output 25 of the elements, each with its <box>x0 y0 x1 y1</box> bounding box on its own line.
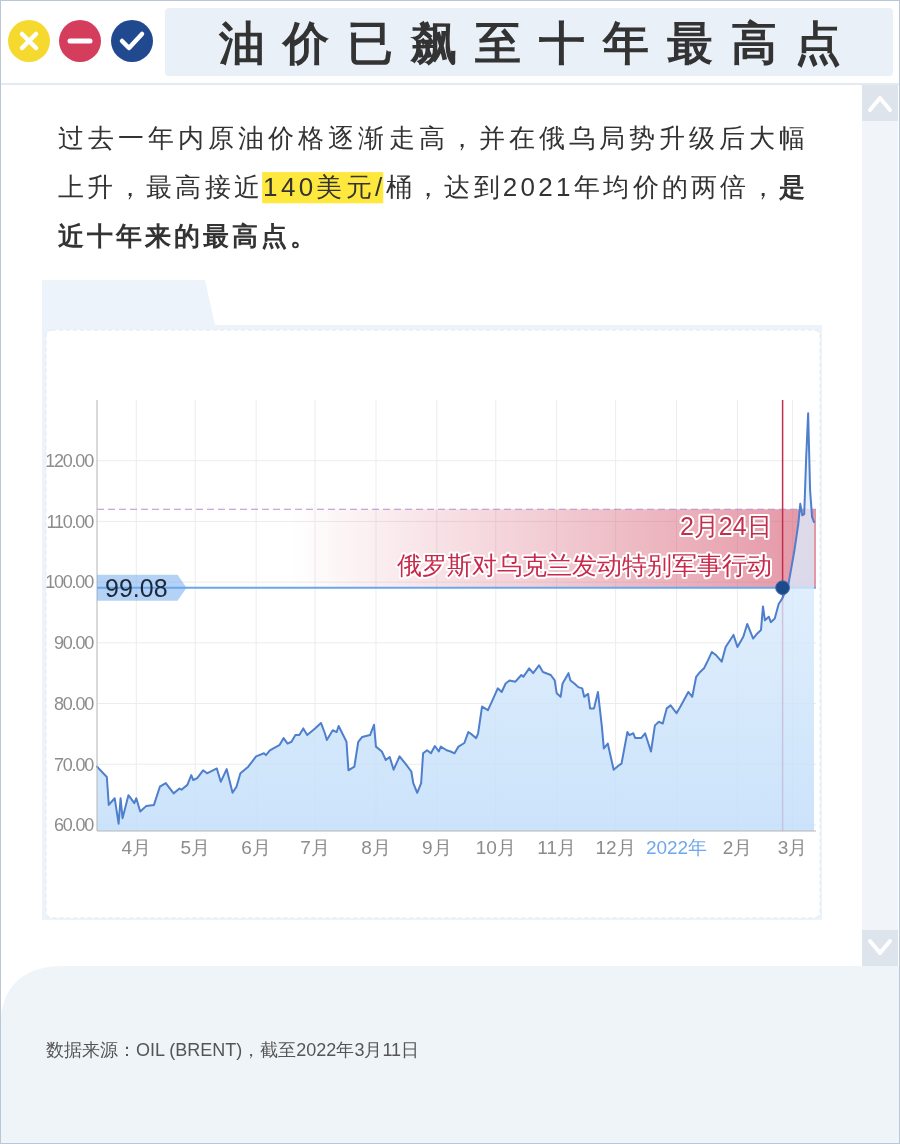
source-note: 数据来源：OIL (BRENT)，截至2022年3月11日 <box>46 1040 420 1060</box>
y-tick-label: 110.00 <box>46 511 95 532</box>
y-tick-label: 80.00 <box>53 693 95 714</box>
y-tick-label: 60.00 <box>53 815 95 836</box>
x-tick-label: 7月 <box>300 837 330 858</box>
y-tick-label: 90.00 <box>53 633 95 654</box>
chart-title: 油价已飙至十年最高点 <box>218 17 859 69</box>
x-tick-label: 6月 <box>241 837 271 858</box>
x-tick-label: 5月 <box>180 837 211 858</box>
x-tick-label: 11月 <box>537 837 577 858</box>
x-tick-label: 4月 <box>121 837 152 858</box>
x-tick-label: 8月 <box>361 837 391 858</box>
ref-line-label: 2月24日 <box>679 512 772 541</box>
x-tick-label: 9月 <box>422 837 452 858</box>
y-tick-label: 100.00 <box>45 572 95 593</box>
x-tick-label: 2022年 <box>645 837 708 858</box>
ref-line-label: 99.08 <box>105 573 168 602</box>
y-tick-label: 120.00 <box>45 451 95 471</box>
y-tick-label: 70.00 <box>53 754 95 775</box>
x-tick-label: 10月 <box>475 837 516 858</box>
band-label: 俄罗斯对乌克兰发动特别军事行动 <box>396 550 772 579</box>
x-tick-label: 3月 <box>777 837 808 858</box>
x-tick-label: 2月 <box>722 837 753 858</box>
x-tick-label: 12月 <box>595 837 636 858</box>
text: 过去一年内原油价格逐渐走高，并在俄乌局势升级后大幅上升，最高接近140美元/桶，达到2021年均价的两倍，是近十年来的最高点。 <box>58 123 805 251</box>
